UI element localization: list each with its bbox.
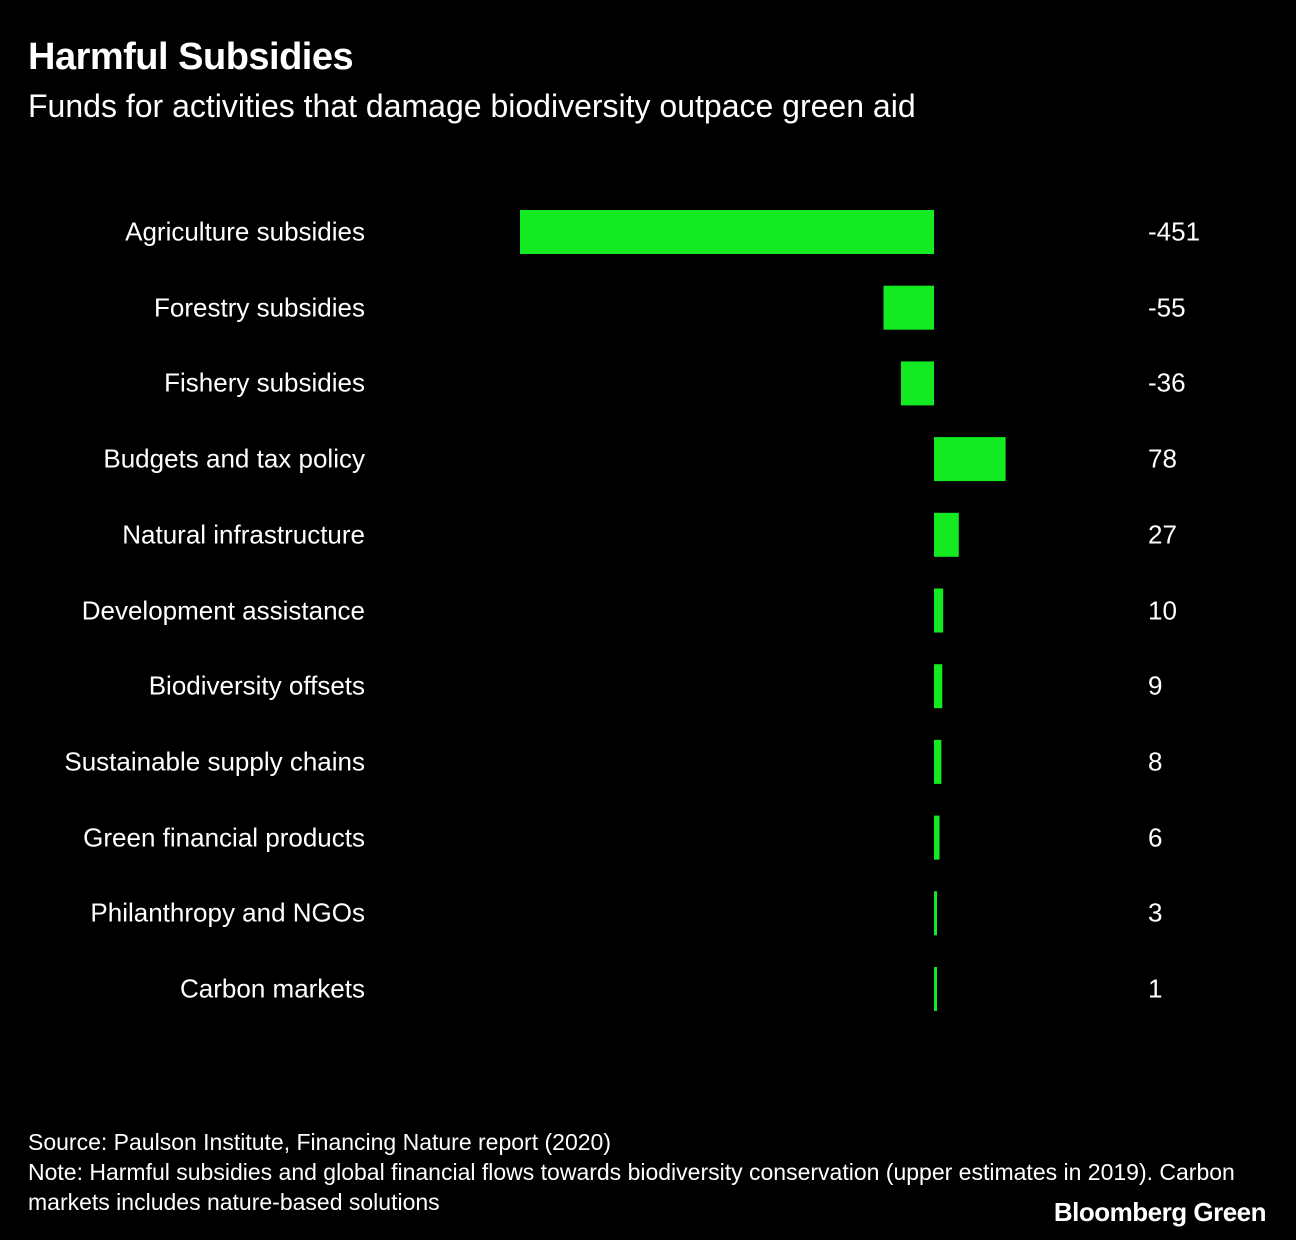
bar [934, 437, 1006, 482]
bar [883, 285, 934, 330]
category-label: Budgets and tax policy [103, 443, 365, 474]
value-label: -55 [1148, 292, 1186, 323]
value-label: 8 [1148, 746, 1163, 777]
note-text: Note: Harmful subsidies and global finan… [28, 1159, 1235, 1215]
bloomberg-green-logo: Bloomberg Green [1053, 1197, 1267, 1227]
bar [934, 891, 937, 936]
bar [934, 739, 942, 784]
chart-title: Harmful Subsidies [28, 36, 354, 78]
value-label: -451 [1148, 216, 1201, 247]
footer: Source: Paulson Institute, Financing Nat… [28, 1127, 1268, 1217]
value-label: 3 [1148, 897, 1163, 928]
value-label: 6 [1148, 822, 1163, 853]
bar [520, 210, 934, 254]
category-label: Green financial products [83, 822, 365, 853]
bar [934, 967, 937, 1011]
bar [900, 361, 934, 406]
category-label: Sustainable supply chains [64, 746, 365, 777]
value-label: 9 [1148, 670, 1163, 701]
value-label: 1 [1148, 973, 1163, 1004]
chart-subtitle: Funds for activities that damage biodive… [28, 88, 916, 124]
value-label: 27 [1148, 519, 1177, 550]
category-label: Philanthropy and NGOs [90, 897, 365, 928]
bar [934, 512, 959, 557]
category-label: Agriculture subsidies [125, 216, 365, 247]
value-label: 78 [1148, 443, 1177, 474]
category-label: Forestry subsidies [154, 292, 365, 323]
category-label: Development assistance [81, 595, 365, 625]
source-text: Source: Paulson Institute, Financing Nat… [28, 1129, 611, 1155]
value-label: 10 [1148, 595, 1177, 625]
category-label: Natural infrastructure [122, 519, 365, 550]
bar [934, 664, 943, 709]
value-label: -36 [1148, 367, 1186, 398]
category-label: Biodiversity offsets [148, 670, 365, 701]
category-label: Fishery subsidies [164, 367, 365, 398]
bar [934, 588, 944, 633]
bar [934, 815, 940, 860]
category-label: Carbon markets [180, 973, 365, 1004]
